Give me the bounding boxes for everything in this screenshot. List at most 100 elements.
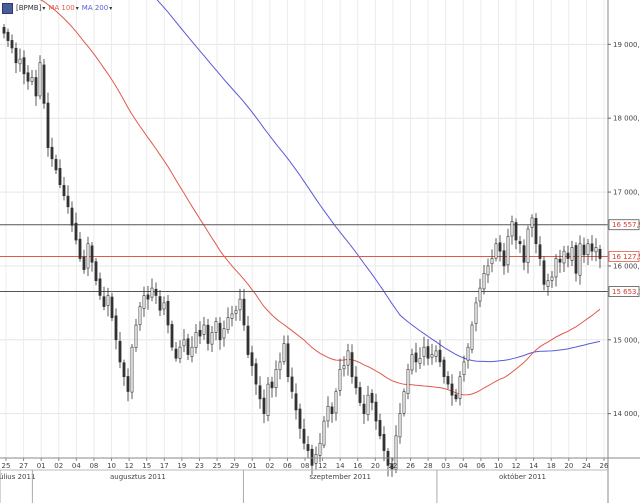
legend: [BPMB] ▾ MA 100 ▾ MA 200 ▾ — [2, 2, 112, 14]
candle-body — [546, 280, 550, 287]
candle-body — [390, 463, 394, 470]
x-axis: 25 27 01 02 04 08 10 12 15 17 19 23 25 29 01 02 06 08 12 14… — [0, 457, 640, 503]
candle-body — [22, 57, 26, 75]
candle-body — [582, 244, 586, 256]
candle-body — [482, 273, 486, 290]
candle-body — [458, 376, 462, 399]
candle-body — [202, 324, 206, 335]
candle-body — [250, 352, 254, 366]
candle-body — [378, 420, 382, 437]
legend-ma200[interactable]: MA 200 ▾ — [82, 4, 112, 12]
candle-body — [446, 376, 450, 385]
x-tick-label: 12 — [318, 462, 327, 470]
candle-body — [114, 315, 118, 341]
candle-body — [418, 357, 422, 364]
candle-body — [50, 146, 54, 160]
legend-symbol-label: [BPMB] — [16, 4, 42, 12]
x-tick-label: 04 — [72, 462, 81, 470]
x-tick-label: 01 — [37, 462, 46, 470]
x-tick-label: 10 — [494, 462, 503, 470]
candle-body — [14, 47, 18, 64]
legend-ma100[interactable]: MA 100 ▾ — [48, 4, 78, 12]
level-label: 16 557,9 — [612, 221, 640, 229]
candle-body — [542, 260, 546, 285]
candle-body — [174, 348, 178, 359]
candle-body — [206, 324, 210, 344]
legend-symbol[interactable]: [BPMB] ▾ — [16, 4, 45, 12]
candle-body — [6, 31, 10, 41]
x-tick-label: 16 — [353, 462, 362, 470]
candle-body — [522, 245, 526, 263]
instrument-icon[interactable] — [2, 2, 13, 14]
month-label: szeptember 2011 — [309, 473, 371, 481]
candle-body — [30, 77, 34, 82]
x-tick-label: 15 — [142, 462, 151, 470]
candle-body — [318, 442, 322, 456]
candle-body — [102, 296, 106, 307]
x-tick-label: 23 — [195, 462, 204, 470]
candle-body — [222, 328, 226, 339]
candle-body — [290, 376, 294, 392]
candle-body — [94, 261, 98, 282]
ma200-line — [156, 0, 601, 363]
candle-body — [90, 245, 94, 263]
candle-body — [106, 295, 110, 306]
x-tick-label: 20 — [564, 462, 573, 470]
candle-body — [598, 248, 602, 259]
candle-body — [566, 252, 570, 259]
candle-body — [438, 349, 442, 363]
candle-body — [454, 394, 458, 400]
candle-body — [78, 238, 82, 259]
candle-body — [194, 332, 198, 348]
level-label: 16 127,5 — [612, 253, 640, 261]
candle-body — [578, 243, 582, 276]
candle-body — [42, 64, 46, 104]
candle-body — [434, 350, 438, 357]
candle-body — [574, 245, 578, 274]
candle-body — [338, 369, 342, 391]
candle-body — [2, 27, 6, 34]
x-tick-label: 02 — [265, 462, 274, 470]
chevron-down-icon: ▾ — [42, 4, 46, 12]
candle-body — [462, 361, 466, 375]
candle-body — [86, 243, 90, 269]
candle-body — [442, 359, 446, 378]
candle-body — [274, 369, 278, 388]
candle-body — [186, 338, 190, 355]
candle-body — [110, 296, 114, 318]
level-label: 15 653,1 — [612, 288, 640, 296]
candle-body — [26, 72, 30, 82]
candle-body — [502, 250, 506, 267]
candle-body — [210, 332, 214, 345]
candle-body — [58, 168, 62, 185]
candle-body — [178, 346, 182, 359]
candle-body — [490, 258, 494, 265]
candle-body — [534, 218, 538, 245]
x-tick-label: 06 — [283, 462, 292, 470]
candle-body — [254, 363, 258, 385]
candle-body — [154, 288, 158, 296]
x-tick-label: 18 — [547, 462, 556, 470]
x-tick-label: 25 — [213, 462, 222, 470]
candle-body — [382, 434, 386, 451]
candle-body — [62, 185, 66, 197]
candle-body — [158, 296, 162, 311]
candle-body — [118, 340, 122, 363]
candle-body — [294, 393, 298, 411]
candle-body — [506, 236, 510, 266]
candle-body — [498, 242, 502, 252]
candle-body — [258, 385, 262, 400]
candle-body — [550, 276, 554, 281]
x-tick-label: 26 — [406, 462, 415, 470]
y-tick-label: 18 000,0 — [613, 115, 640, 123]
legend-ma200-label: MA 200 — [81, 4, 109, 12]
candle-body — [310, 448, 314, 466]
candle-body — [182, 339, 186, 347]
candle-body — [570, 247, 574, 261]
month-label: július 2011 — [0, 473, 35, 481]
x-tick-label: 08 — [301, 462, 310, 470]
candle-body — [394, 435, 398, 470]
candle-body — [362, 403, 366, 414]
candle-body — [314, 454, 318, 464]
